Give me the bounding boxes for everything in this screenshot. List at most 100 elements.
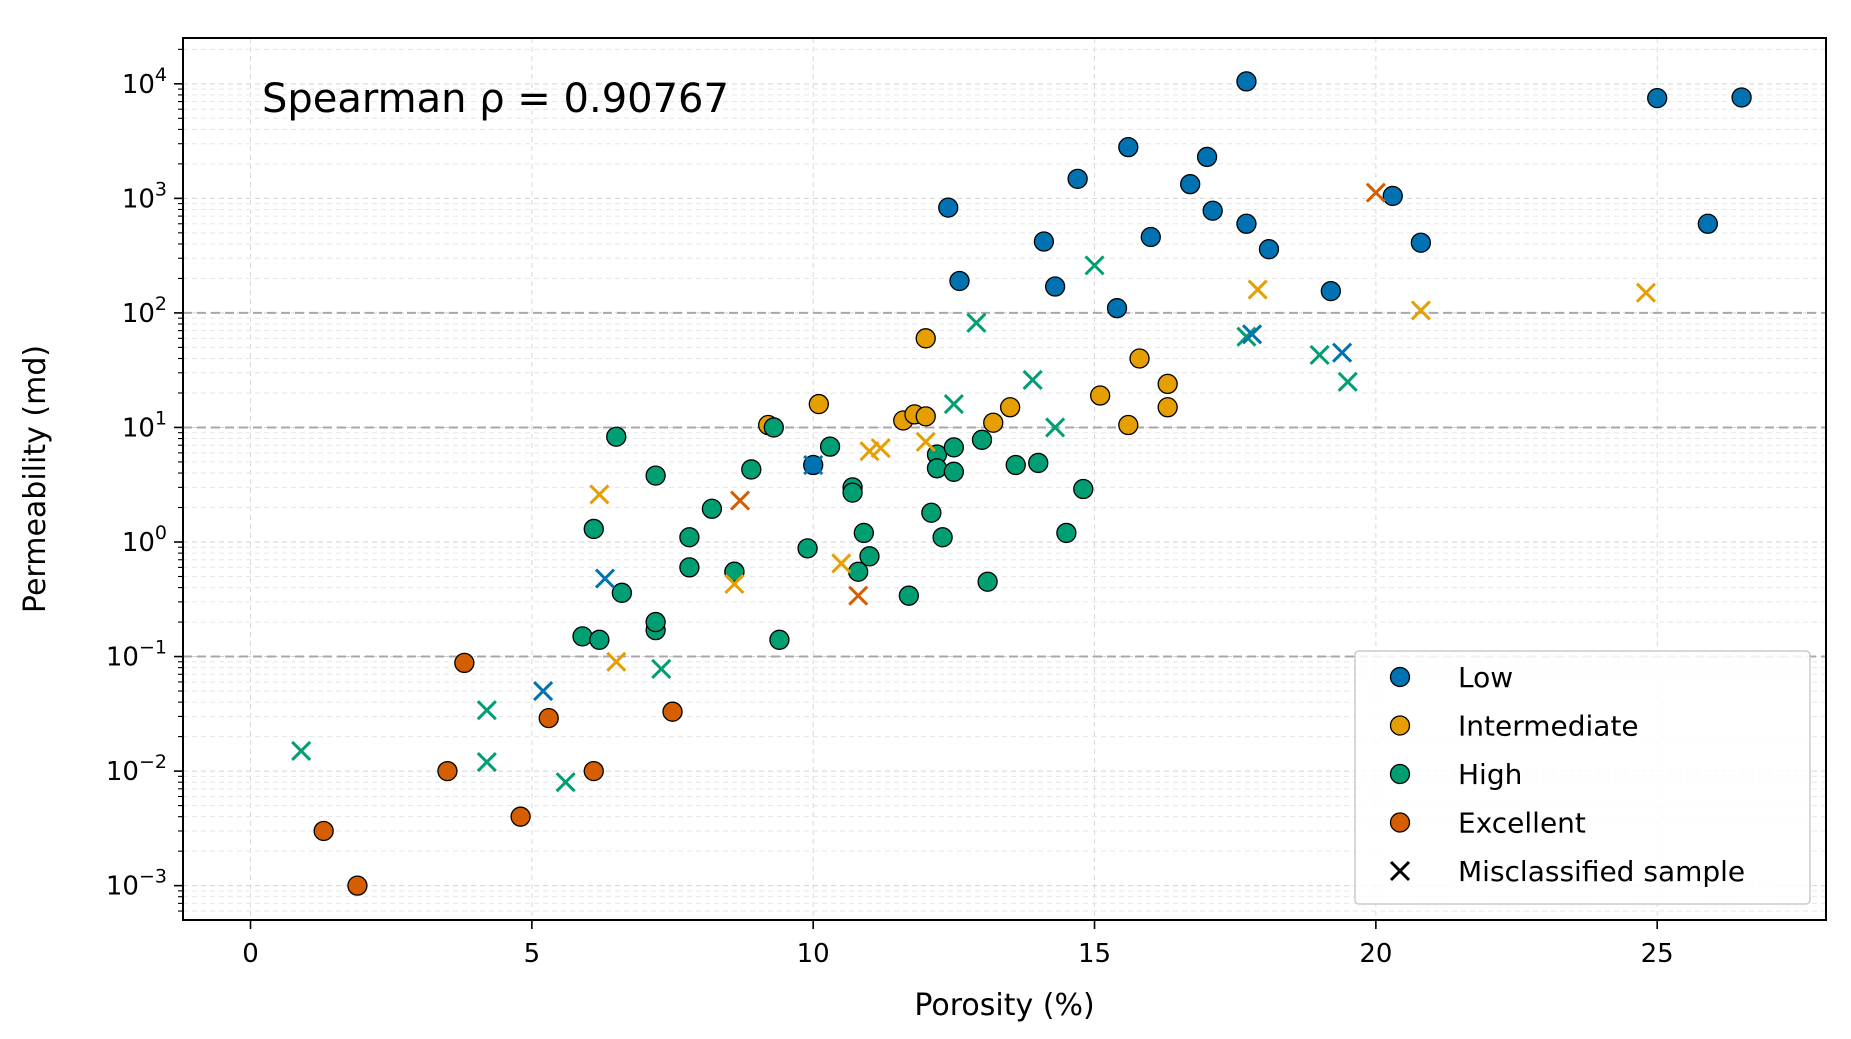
data-point-intermediate <box>1157 373 1178 395</box>
legend-marker <box>1389 812 1411 833</box>
misclassified-marker <box>848 585 869 606</box>
data-point-high <box>797 538 818 559</box>
x-tick-label: 25 <box>1641 939 1674 969</box>
y-tick-label: 103 <box>122 178 167 214</box>
misclassified-marker <box>1337 371 1358 392</box>
data-point-high <box>1073 478 1094 500</box>
misclassified-marker <box>729 490 751 511</box>
data-point-excellent <box>538 707 559 729</box>
data-point-excellent <box>454 652 475 674</box>
data-point-high <box>943 461 965 482</box>
legend-label: Excellent <box>1458 807 1586 840</box>
data-point-intermediate <box>999 397 1021 418</box>
misclassified-marker <box>1242 324 1263 345</box>
data-point-low <box>1067 168 1088 190</box>
data-point-low <box>1258 239 1280 260</box>
spearman-annotation: Spearman ρ = 0.90767 <box>262 76 729 122</box>
data-point-high <box>859 546 880 567</box>
y-tick-label: 10−3 <box>106 866 167 902</box>
x-tick-label: 10 <box>797 939 830 969</box>
misclassified-marker <box>1247 279 1268 300</box>
plot-area-frame <box>182 37 1827 921</box>
data-point-intermediate <box>1157 397 1178 418</box>
data-point-high <box>898 585 919 606</box>
data-point-high <box>1028 452 1049 474</box>
legend-marker <box>1389 666 1411 688</box>
misclassified-marker <box>476 751 497 773</box>
data-point-intermediate <box>1129 348 1150 369</box>
data-point-high <box>921 502 942 523</box>
data-point-intermediate <box>1118 414 1139 436</box>
data-point-high <box>763 417 784 438</box>
y-tick-label: 104 <box>122 64 167 100</box>
data-point-low <box>1697 213 1718 234</box>
y-tick-label: 102 <box>122 293 167 329</box>
data-point-high <box>926 458 948 479</box>
data-point-high <box>611 582 633 603</box>
data-point-low <box>1202 200 1223 221</box>
misclassified-marker <box>966 312 987 333</box>
x-tick-label: 5 <box>524 939 541 969</box>
data-point-excellent <box>583 760 604 782</box>
x-tick-label: 0 <box>242 939 259 969</box>
data-point-high <box>645 611 666 633</box>
data-point-high <box>645 465 666 486</box>
legend-label: High <box>1458 758 1522 791</box>
data-point-excellent <box>510 806 531 827</box>
data-point-low <box>1044 276 1066 297</box>
data-point-low <box>1118 136 1139 158</box>
data-point-excellent <box>662 701 683 722</box>
legend-label: Intermediate <box>1458 710 1639 743</box>
misclassified-marker <box>555 772 576 793</box>
data-point-intermediate <box>808 393 829 415</box>
x-tick-label: 15 <box>1078 939 1111 969</box>
data-point-low <box>1033 231 1055 252</box>
data-point-high <box>1005 454 1026 476</box>
data-point-excellent <box>347 875 368 896</box>
data-point-high <box>842 482 863 503</box>
data-point-high <box>853 522 874 544</box>
legend-label: Misclassified sample <box>1458 855 1745 888</box>
legend: Low Intermediate High Excellent Misclassifie… <box>1354 650 1811 905</box>
data-point-low <box>1647 87 1668 109</box>
x-tick-label: 20 <box>1359 939 1392 969</box>
data-point-high <box>606 426 627 447</box>
misclassified-marker <box>1332 342 1353 363</box>
misclassified-marker <box>1236 326 1257 347</box>
data-point-intermediate <box>983 412 1004 433</box>
data-point-high <box>977 571 998 592</box>
data-point-low <box>1410 232 1432 253</box>
data-point-low <box>949 270 970 292</box>
y-axis-title: Permeability (md) <box>18 345 53 613</box>
misclassified-marker <box>1365 182 1386 203</box>
data-point-intermediate <box>915 406 936 427</box>
legend-box <box>1354 650 1811 905</box>
misclassified-marker <box>803 454 824 476</box>
misclassified-marker <box>724 573 745 595</box>
data-point-intermediate <box>915 328 936 349</box>
misclassified-marker <box>1045 417 1066 438</box>
data-point-low <box>1196 146 1218 168</box>
y-tick-label: 100 <box>122 522 167 558</box>
data-point-low <box>1320 280 1341 302</box>
data-point-excellent <box>437 760 458 782</box>
misclassified-marker <box>1309 344 1330 365</box>
data-point-low <box>1236 71 1257 92</box>
data-point-high <box>701 498 723 519</box>
legend-marker <box>1389 860 1411 882</box>
legend-marker <box>1389 763 1411 785</box>
data-point-low <box>1731 87 1752 108</box>
misclassified-marker <box>915 431 936 452</box>
y-tick-label: 101 <box>122 407 167 443</box>
data-point-high <box>943 437 965 458</box>
axis-ticks: 0 5 10 15 20 25 10−3 10−2 10−1 100 101 102 103 104 <box>106 48 1674 969</box>
data-point-high <box>1056 522 1077 544</box>
data-points <box>291 71 1752 896</box>
data-point-low <box>1140 226 1161 248</box>
data-point-intermediate <box>1090 385 1111 406</box>
misclassified-marker <box>594 568 616 589</box>
data-point-high <box>819 436 841 457</box>
misclassified-marker <box>1410 300 1431 321</box>
legend-marker <box>1389 715 1411 736</box>
